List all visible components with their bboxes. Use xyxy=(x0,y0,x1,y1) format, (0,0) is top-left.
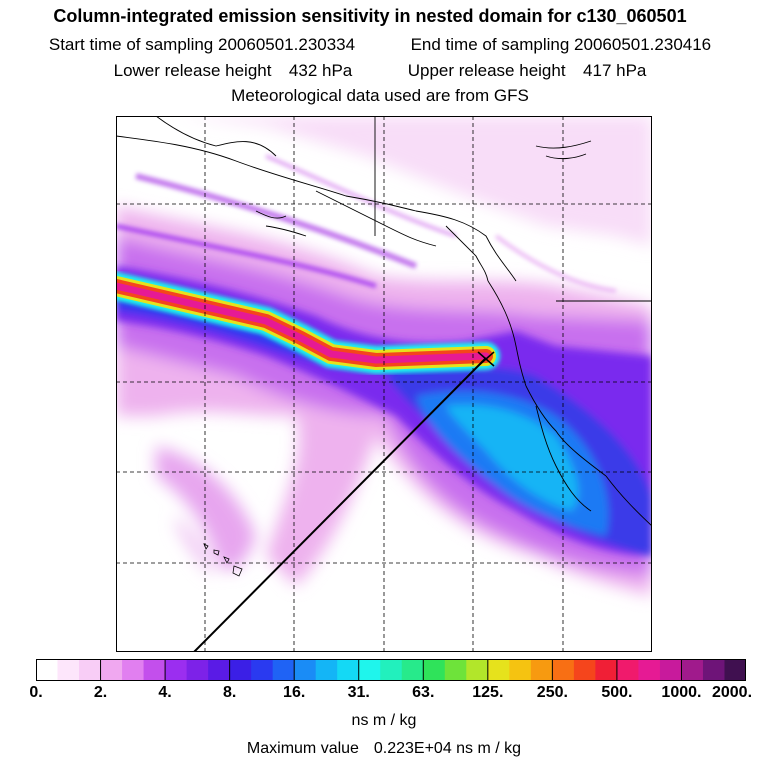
colorbar-cell xyxy=(229,659,252,681)
colorbar-tick-label: 2. xyxy=(93,684,108,701)
colorbar-cell xyxy=(595,659,618,681)
start-time-label: Start time of sampling xyxy=(48,35,214,54)
colorbar-cell xyxy=(143,659,166,681)
flight-track xyxy=(193,357,487,652)
colorbar-cell xyxy=(724,659,746,681)
colorbar-cell xyxy=(272,659,295,681)
colorbar-cell xyxy=(681,659,704,681)
colorbar-tick-label: 500. xyxy=(601,684,633,701)
colorbar-cell xyxy=(57,659,80,681)
start-time-value: 20060501.230334 xyxy=(218,35,356,54)
colorbar-cell xyxy=(401,659,424,681)
colorbar-cell xyxy=(337,659,360,681)
colorbar-cell xyxy=(36,659,59,681)
colorbar-tick-label: 16. xyxy=(283,684,306,701)
colorbar-cell xyxy=(358,659,381,681)
colorbar-cell xyxy=(294,659,317,681)
colorbar-tick-label: 8. xyxy=(222,684,237,701)
colorbar-cell xyxy=(509,659,532,681)
colorbar-tick-label: 63. xyxy=(412,684,435,701)
upper-release-value: 417 hPa xyxy=(583,61,647,80)
end-time-value: 20060501.230416 xyxy=(574,35,712,54)
colorbar-tick-label: 125. xyxy=(472,684,504,701)
colorbar-cell xyxy=(186,659,209,681)
release-point-marker xyxy=(477,351,495,367)
sampling-times: Start time of sampling 20060501.230334 E… xyxy=(0,35,764,55)
colorbar-cell xyxy=(552,659,575,681)
colorbar-tick-label: 0. xyxy=(29,684,43,701)
coastlines xyxy=(116,116,652,527)
colorbar-cell xyxy=(573,659,596,681)
colorbar-cell xyxy=(659,659,683,681)
colorbar-tick-label: 2000. xyxy=(711,684,753,701)
graticule xyxy=(116,116,652,652)
colorbar-cell xyxy=(530,659,553,681)
colorbar-cell xyxy=(165,659,188,681)
maximum-value-number: 0.223E+04 ns m / kg xyxy=(373,740,522,757)
colorbar-cell xyxy=(702,659,726,681)
end-time-label: End time of sampling xyxy=(410,35,570,54)
colorbar-cell xyxy=(616,659,640,681)
sensitivity-map xyxy=(116,116,652,652)
maximum-value-label: Maximum value xyxy=(246,740,359,757)
plume xyxy=(116,272,500,375)
met-data-note: Meteorological data used are from GFS xyxy=(231,86,529,105)
lower-release-label: Lower release height xyxy=(113,61,272,80)
maximum-value: Maximum value 0.223E+04 ns m / kg xyxy=(0,740,768,758)
colorbar-tick-label: 31. xyxy=(347,684,370,701)
lower-release-value: 432 hPa xyxy=(288,61,353,80)
colorbar-tick-label: 4. xyxy=(158,684,172,701)
colorbar-cell xyxy=(444,659,467,681)
colorbar xyxy=(36,659,746,681)
colorbar-cell xyxy=(466,659,489,681)
colorbar-cell xyxy=(380,659,403,681)
colorbar-cell xyxy=(79,659,102,681)
colorbar-cell xyxy=(251,659,274,681)
colorbar-cell xyxy=(315,659,338,681)
colorbar-cell xyxy=(487,659,510,681)
release-heights: Lower release height 432 hPa Upper relea… xyxy=(0,61,764,81)
colorbar-units: ns m / kg xyxy=(351,712,417,729)
colorbar-cell xyxy=(208,659,231,681)
colorbar-cell xyxy=(423,659,446,681)
colorbar-cell xyxy=(100,659,123,681)
colorbar-cell xyxy=(122,659,145,681)
colorbar-tick-label: 1000. xyxy=(661,684,702,701)
colorbar-cell xyxy=(638,659,661,681)
chart-title: Column-integrated emission sensitivity i… xyxy=(53,6,687,26)
colorbar-tick-label: 250. xyxy=(536,684,568,701)
upper-release-label: Upper release height xyxy=(407,61,566,80)
